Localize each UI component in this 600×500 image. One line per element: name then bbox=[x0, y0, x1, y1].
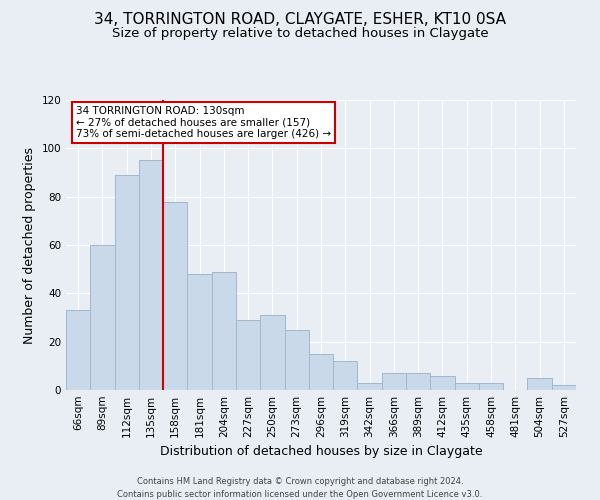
Text: Contains public sector information licensed under the Open Government Licence v3: Contains public sector information licen… bbox=[118, 490, 482, 499]
Bar bbox=[552, 385, 576, 390]
Text: 34, TORRINGTON ROAD, CLAYGATE, ESHER, KT10 0SA: 34, TORRINGTON ROAD, CLAYGATE, ESHER, KT… bbox=[94, 12, 506, 28]
Bar bbox=[406, 373, 430, 390]
Bar bbox=[455, 383, 479, 390]
Bar bbox=[66, 310, 90, 390]
Bar bbox=[309, 354, 333, 390]
Bar bbox=[260, 315, 284, 390]
Bar bbox=[430, 376, 455, 390]
X-axis label: Distribution of detached houses by size in Claygate: Distribution of detached houses by size … bbox=[160, 446, 482, 458]
Text: 34 TORRINGTON ROAD: 130sqm
← 27% of detached houses are smaller (157)
73% of sem: 34 TORRINGTON ROAD: 130sqm ← 27% of deta… bbox=[76, 106, 331, 139]
Bar bbox=[382, 373, 406, 390]
Bar bbox=[187, 274, 212, 390]
Bar bbox=[527, 378, 552, 390]
Bar bbox=[212, 272, 236, 390]
Bar bbox=[333, 361, 358, 390]
Bar bbox=[284, 330, 309, 390]
Bar bbox=[90, 245, 115, 390]
Bar bbox=[163, 202, 187, 390]
Bar bbox=[479, 383, 503, 390]
Bar bbox=[139, 160, 163, 390]
Bar bbox=[358, 383, 382, 390]
Y-axis label: Number of detached properties: Number of detached properties bbox=[23, 146, 36, 344]
Bar bbox=[115, 175, 139, 390]
Text: Size of property relative to detached houses in Claygate: Size of property relative to detached ho… bbox=[112, 28, 488, 40]
Bar bbox=[236, 320, 260, 390]
Text: Contains HM Land Registry data © Crown copyright and database right 2024.: Contains HM Land Registry data © Crown c… bbox=[137, 478, 463, 486]
